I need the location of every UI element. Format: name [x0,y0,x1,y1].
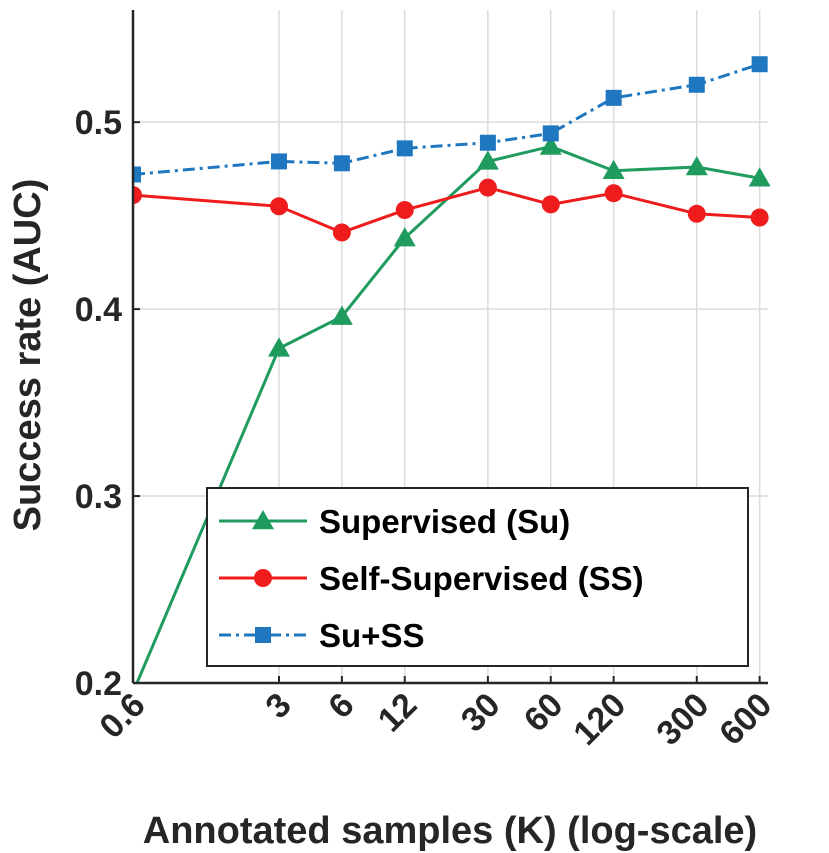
legend-label: Supervised (Su) [319,503,570,540]
x-tick-label: 600 [712,686,779,753]
data-point [604,184,623,203]
data-point [476,150,499,170]
series-line [133,62,761,177]
data-point [539,135,562,155]
legend-label: Su+SS [319,617,424,654]
legend-marker [254,569,272,587]
series-0 [135,135,770,683]
legend: Supervised (Su) Self-Supervised (SS) Su+SS [206,487,749,667]
axes-box [131,10,768,685]
data-point [685,156,708,176]
data-point [602,159,625,180]
data-point [750,208,769,227]
y-tick-label: 0.5 [75,104,122,142]
data-point [479,134,496,151]
data-point [542,125,559,142]
data-point [270,197,289,216]
data-point [751,56,768,73]
data-point [688,76,705,93]
data-point [332,223,351,242]
series-1 [133,178,769,242]
series-layer [133,56,770,683]
data-point [133,186,142,205]
series-2 [133,56,768,183]
data-point [133,166,141,183]
x-tick-label: 300 [649,686,716,753]
data-point [396,140,413,157]
x-tick-label: 6 [321,686,361,726]
legend-label: Self-Supervised (SS) [319,560,644,597]
data-point [687,204,706,223]
data-point [393,227,416,247]
data-point [478,178,497,197]
x-tick-label: 60 [517,686,571,740]
data-point [541,195,560,214]
data-point [333,155,350,172]
x-tick-label: 3 [258,686,298,726]
data-point [748,167,770,187]
x-tick-label: 30 [454,686,508,740]
x-tick-label: 12 [371,686,425,740]
data-point [605,89,622,106]
legend-marker [252,510,274,530]
y-tick-label: 0.3 [75,478,122,516]
legend-marker [255,627,271,643]
y-axis-label: Success rate (AUC) [7,179,49,532]
data-point [330,305,353,325]
y-tick-label: 0.2 [75,665,122,703]
series-line [133,186,760,235]
x-axis-label: Annotated samples (K) (log-scale) [143,810,757,852]
data-point [268,337,291,357]
data-point [395,201,414,220]
y-tick-label: 0.4 [75,291,122,329]
data-point [271,153,288,170]
x-tick-label: 120 [566,686,633,753]
